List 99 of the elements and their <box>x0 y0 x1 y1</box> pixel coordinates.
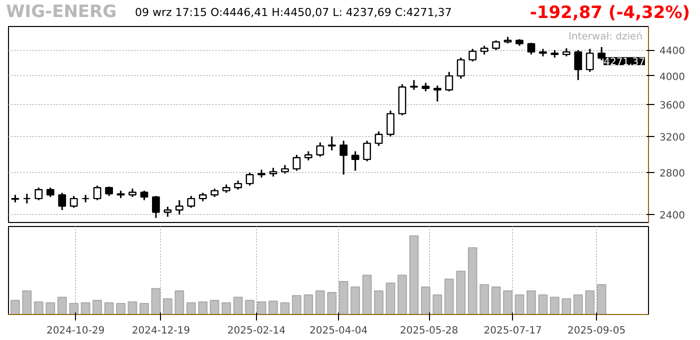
candlestick <box>140 190 148 201</box>
bar <box>444 278 454 314</box>
candlestick <box>328 136 336 152</box>
bar <box>420 286 430 314</box>
bar <box>538 294 548 314</box>
bar <box>151 288 161 314</box>
bar <box>374 290 384 314</box>
bar <box>398 274 407 314</box>
bar <box>585 290 595 314</box>
candlestick <box>105 186 113 197</box>
bar <box>22 290 32 314</box>
candlestick <box>34 186 43 201</box>
bar <box>128 301 138 314</box>
y-tick-label: 3200 <box>660 132 685 144</box>
bar <box>456 270 466 314</box>
annotation: Interwał: dzień <box>568 30 643 42</box>
chart-title: WIG-ENERG <box>6 1 117 24</box>
bar <box>198 301 208 314</box>
bar <box>573 294 583 314</box>
bar <box>468 247 478 314</box>
candlestick <box>351 150 360 172</box>
candlestick <box>492 40 500 51</box>
bar <box>315 290 325 314</box>
x-tick-label: 2025-04-04 <box>309 326 368 336</box>
bar <box>304 294 314 314</box>
y-tick-label: 3600 <box>660 100 685 112</box>
candlestick <box>386 110 394 138</box>
bar <box>222 302 231 314</box>
bar <box>34 301 44 314</box>
bar <box>596 284 606 314</box>
bar <box>80 302 90 314</box>
bar <box>491 286 501 314</box>
bar <box>46 302 56 314</box>
bar <box>550 296 560 314</box>
bar <box>526 290 536 314</box>
bar <box>280 302 290 314</box>
bar <box>69 303 79 314</box>
x-tick-label: 2025-07-17 <box>484 326 542 336</box>
bar <box>57 296 67 314</box>
bar <box>362 274 372 314</box>
candlestick <box>93 184 102 201</box>
bar <box>292 295 302 314</box>
candlestick <box>246 172 254 186</box>
bar <box>210 300 220 314</box>
candlestick <box>164 206 172 218</box>
candlestick <box>46 186 54 198</box>
bar <box>327 292 337 314</box>
x-tick-label: 2025-02-14 <box>227 326 286 336</box>
candlestick <box>316 142 324 158</box>
chart-subtitle: 09 wrz 17:15 O:4446,41 H:4450,07 L: 4237,69 C:4271,37 <box>135 5 452 21</box>
bar <box>186 302 196 314</box>
candlestick <box>70 195 78 209</box>
bar <box>350 286 360 314</box>
candlestick <box>304 150 312 162</box>
x-tick-label: 2025-09-05 <box>568 326 626 336</box>
candlestick <box>175 199 184 216</box>
candlestick <box>152 195 160 219</box>
bar <box>140 303 149 314</box>
candlestick <box>187 195 196 209</box>
bar <box>233 296 243 314</box>
bar <box>268 300 278 314</box>
x-tick-label: 2024-12-19 <box>132 326 190 336</box>
bar <box>386 282 396 314</box>
bar <box>514 294 524 314</box>
candlestick <box>433 84 442 102</box>
bar <box>480 284 489 314</box>
y-tick-label: 4000 <box>660 72 685 83</box>
candlestick <box>58 192 66 211</box>
bar <box>92 300 102 314</box>
x-tick-label: 2025-05-28 <box>400 326 458 336</box>
bar <box>409 235 419 314</box>
bar <box>256 301 266 314</box>
bar <box>562 298 572 314</box>
candlestick <box>468 48 477 62</box>
bar <box>174 290 184 314</box>
candlestick <box>374 130 383 147</box>
bar <box>432 294 442 314</box>
bar <box>116 303 126 314</box>
bar <box>338 281 348 314</box>
candlestick <box>410 79 418 91</box>
candlestick <box>22 193 31 204</box>
bar <box>104 302 114 314</box>
candlestick <box>292 154 301 172</box>
bar <box>162 298 172 314</box>
y-tick-label: 2400 <box>660 210 685 222</box>
candlestick <box>445 71 454 92</box>
candlestick <box>574 49 582 81</box>
x-tick-label: 2024-10-29 <box>46 326 105 336</box>
bar <box>503 290 512 314</box>
candlestick <box>340 140 348 176</box>
candlestick <box>234 180 242 190</box>
bar <box>245 300 254 314</box>
candlestick <box>586 48 594 73</box>
y-tick-label: 4400 <box>660 46 685 58</box>
candlestick <box>363 140 371 162</box>
y-tick-label: 2800 <box>660 168 685 180</box>
bar <box>10 300 20 314</box>
candlestick <box>456 56 465 80</box>
text: -192,87 (-4,32%) <box>530 2 690 25</box>
